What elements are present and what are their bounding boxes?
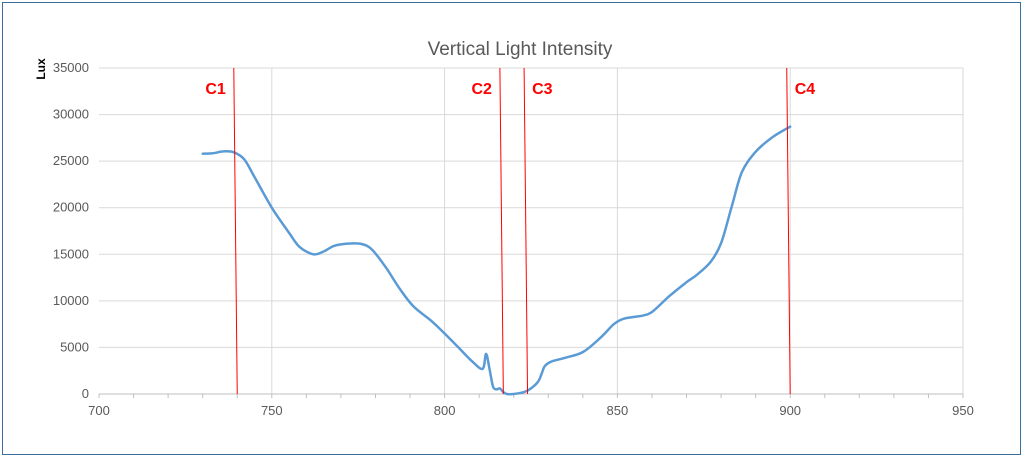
x-tick-label: 900 bbox=[779, 403, 801, 418]
y-tick-label: 30000 bbox=[53, 107, 89, 122]
marker-label-c3: C3 bbox=[532, 81, 553, 98]
x-tick-label: 750 bbox=[261, 403, 283, 418]
marker-line-c3 bbox=[523, 67, 529, 395]
marker-line-c2 bbox=[499, 67, 504, 395]
light-intensity-chart: 0 5000 10000 15000 20000 25000 30000 35000 700 75… bbox=[34, 39, 974, 418]
series-layer bbox=[201, 125, 792, 396]
x-tick-label: 850 bbox=[607, 403, 629, 418]
y-tick-label: 5000 bbox=[60, 339, 89, 354]
marker-label-c4: C4 bbox=[795, 81, 816, 98]
y-axis-label: Lux bbox=[34, 58, 48, 80]
x-tick-label: 800 bbox=[434, 403, 456, 418]
y-tick-label: 20000 bbox=[53, 200, 89, 215]
y-tick-label: 0 bbox=[82, 386, 89, 401]
chart-title: Vertical Light Intensity bbox=[428, 39, 613, 60]
marker-label-c1: C1 bbox=[205, 81, 226, 98]
marker-label-c2: C2 bbox=[471, 81, 492, 98]
y-tick-label: 15000 bbox=[53, 246, 89, 261]
x-tick-label: 950 bbox=[952, 403, 974, 418]
marker-layer: C1 C2 C3 C4 bbox=[205, 67, 816, 395]
series-line bbox=[201, 125, 792, 396]
x-tick-label: 700 bbox=[88, 403, 110, 418]
y-tick-label: 35000 bbox=[53, 60, 89, 75]
marker-line-c1 bbox=[233, 67, 238, 395]
y-tick-label: 10000 bbox=[53, 293, 89, 308]
marker-line-c4 bbox=[786, 67, 791, 395]
axis-layer: 0 5000 10000 15000 20000 25000 30000 35000 700 75… bbox=[53, 60, 974, 418]
grid-layer bbox=[99, 67, 964, 394]
y-tick-label: 25000 bbox=[53, 153, 89, 168]
